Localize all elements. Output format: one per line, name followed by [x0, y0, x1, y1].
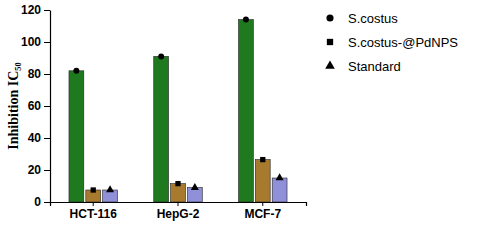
legend-marker: [325, 60, 335, 68]
tick-label: 60: [28, 99, 42, 113]
bar: [255, 160, 270, 202]
tick-mark: [44, 10, 50, 11]
axis-line: [51, 203, 307, 207]
tick-label: HepG-2: [157, 207, 200, 221]
tick-mark: [44, 74, 50, 75]
point-marker: [243, 17, 249, 23]
point-marker: [73, 68, 79, 74]
x-axis: HCT-116 HepG-2 MCF-7: [51, 202, 307, 221]
bar: [171, 184, 186, 202]
series: [86, 157, 270, 202]
tick-label: 120: [21, 3, 41, 17]
point-marker: [175, 181, 180, 186]
legend-item: S.costus-@PdNPS: [327, 35, 459, 50]
tick-mark: [44, 170, 50, 171]
point-marker: [106, 185, 114, 192]
legend-marker: [327, 39, 333, 45]
tick-mark: [44, 138, 50, 139]
bar: [272, 178, 287, 202]
series: [69, 17, 253, 202]
tick-label: 100: [21, 35, 41, 49]
point-marker: [158, 53, 164, 59]
tick: 100: [21, 35, 50, 49]
marks: [69, 17, 287, 202]
legend-label: S.costus-@PdNPS: [348, 35, 458, 50]
point-marker: [191, 183, 199, 190]
tick: MCF-7: [244, 202, 281, 221]
chart-container: 0 20 40 60 80 100 120 HCT-116 HepG-2 MCF-7 Inhibit…: [0, 0, 496, 229]
tick-mark: [44, 42, 50, 43]
tick: 60: [28, 99, 50, 113]
chart-svg: 0 20 40 60 80 100 120 HCT-116 HepG-2 MCF-7 Inhibit…: [0, 0, 496, 229]
bar: [154, 56, 169, 202]
tick: HCT-116: [70, 202, 118, 221]
tick: 20: [28, 163, 50, 177]
tick: 80: [28, 67, 50, 81]
legend-label: S.costus: [348, 11, 398, 26]
y-axis: 0 20 40 60 80 100 120: [21, 3, 51, 209]
bar: [239, 20, 254, 202]
tick: 120: [21, 3, 50, 17]
axis-line: [50, 11, 51, 203]
tick-label: MCF-7: [244, 207, 281, 221]
tick: HepG-2: [157, 202, 200, 221]
tick: 0: [34, 195, 50, 209]
legend-item: S.costus: [326, 11, 398, 26]
legend: S.costus S.costus-@PdNPS Standard: [325, 11, 458, 74]
point-marker: [91, 187, 96, 192]
tick-mark: [44, 106, 50, 107]
tick-mark: [44, 202, 50, 203]
legend-label: Standard: [348, 59, 401, 74]
point-marker: [260, 157, 265, 162]
series: [103, 173, 287, 202]
tick-label: HCT-116: [70, 207, 118, 221]
bar: [69, 71, 84, 202]
tick-label: 20: [28, 163, 42, 177]
legend-marker: [326, 14, 333, 21]
plot: 0 20 40 60 80 100 120 HCT-116 HepG-2 MCF-7: [21, 3, 307, 220]
tick-label: 40: [28, 131, 42, 145]
tick-mark: [262, 202, 263, 206]
tick-mark: [93, 202, 94, 206]
tick-label: 80: [28, 67, 42, 81]
tick: 40: [28, 131, 50, 145]
tick-label: 0: [34, 195, 41, 209]
legend-item: Standard: [325, 59, 401, 74]
y-axis-title: Inhibition IC₅₀: [6, 62, 21, 149]
tick-mark: [178, 202, 179, 206]
point-marker: [276, 173, 284, 180]
